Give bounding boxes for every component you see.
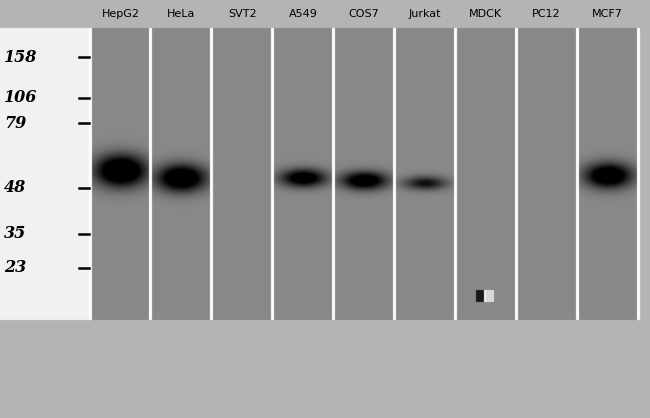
Text: Jurkat: Jurkat — [409, 9, 441, 19]
Text: MDCK: MDCK — [469, 9, 502, 19]
Text: HepG2: HepG2 — [101, 9, 140, 19]
Text: 79: 79 — [4, 115, 26, 132]
Text: 106: 106 — [4, 89, 38, 107]
Text: 23: 23 — [4, 260, 26, 276]
Text: MCF7: MCF7 — [592, 9, 623, 19]
Text: 35: 35 — [4, 225, 26, 242]
Text: COS7: COS7 — [348, 9, 380, 19]
Text: SVT2: SVT2 — [228, 9, 257, 19]
Text: 48: 48 — [4, 179, 26, 196]
Text: HeLa: HeLa — [167, 9, 196, 19]
Text: 158: 158 — [4, 48, 38, 66]
Text: A549: A549 — [289, 9, 318, 19]
Text: PC12: PC12 — [532, 9, 561, 19]
